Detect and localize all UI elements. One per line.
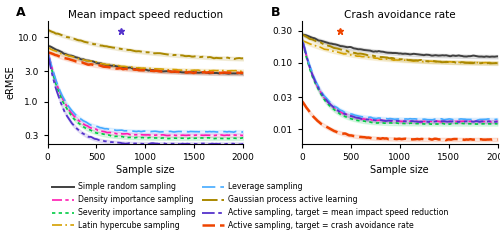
Title: Mean impact speed reduction: Mean impact speed reduction [68,10,223,20]
Text: B: B [270,6,280,19]
Title: Crash avoidance rate: Crash avoidance rate [344,10,456,20]
Y-axis label: eRMSE: eRMSE [6,66,16,99]
X-axis label: Sample size: Sample size [370,165,429,175]
Text: A: A [16,6,26,19]
X-axis label: Sample size: Sample size [116,165,174,175]
Legend: Simple random sampling, Density importance sampling, Severity importance samplin: Simple random sampling, Density importan… [52,183,448,230]
